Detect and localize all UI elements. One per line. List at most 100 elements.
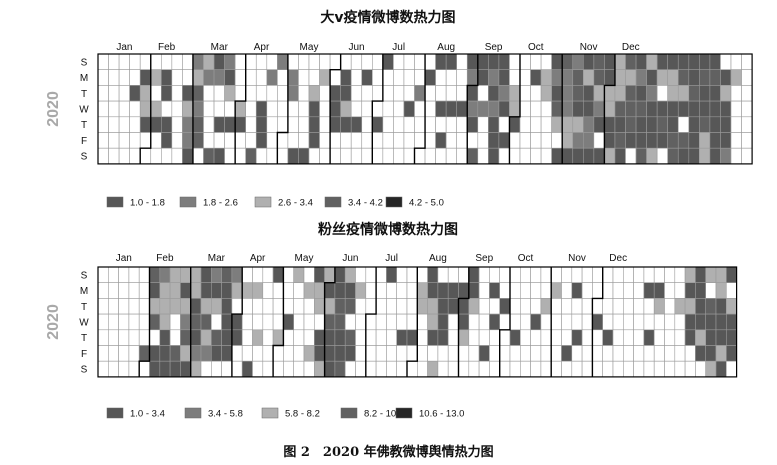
heatmap-cell (287, 85, 299, 102)
heatmap-cell (664, 345, 676, 362)
heatmap-cell (386, 329, 397, 346)
heatmap-cell (211, 329, 222, 346)
heatmap-cell (499, 282, 511, 299)
heatmap-cell (308, 100, 320, 118)
heatmap-cell (118, 53, 130, 70)
heatmap-cell (414, 53, 426, 70)
heatmap-cell (695, 329, 707, 346)
year-label: 2020 (45, 304, 62, 340)
heatmap-cell (406, 313, 418, 331)
heatmap-cell (435, 132, 447, 149)
heatmap-cell (203, 69, 215, 86)
heatmap-cell (224, 85, 236, 102)
heatmap-cell (424, 85, 436, 102)
heatmap-cell (730, 132, 742, 149)
heatmap-cell (213, 69, 225, 86)
legend-swatch (179, 196, 197, 208)
heatmap-cell (344, 345, 356, 362)
heatmap-cell (118, 266, 130, 283)
heatmap-cell (182, 53, 194, 70)
heatmap-cell (445, 69, 457, 86)
heatmap-cell (350, 116, 363, 133)
heatmap-cell (612, 360, 624, 378)
heatmap-cell (498, 85, 510, 102)
heatmap-cell (200, 345, 212, 362)
heatmap-cell (709, 147, 721, 165)
heatmap-cell (293, 329, 305, 346)
heatmap-cell (688, 132, 700, 149)
heatmap-cell (213, 85, 225, 102)
heatmap-cell (530, 298, 542, 315)
heatmap-cell (489, 282, 500, 299)
heatmap-cell (633, 313, 645, 331)
heatmap-cell (298, 85, 310, 102)
heatmap-cell (190, 313, 202, 331)
heatmap-cell (540, 147, 552, 165)
heatmap-cell (705, 329, 717, 346)
heatmap-cell (365, 345, 377, 362)
heatmap-cell (656, 147, 669, 165)
heatmap-cell (477, 116, 489, 133)
heatmap-cell (108, 100, 120, 118)
heatmap-cell (540, 69, 552, 86)
heatmap-cell (456, 100, 468, 118)
heatmap-cell (684, 282, 696, 299)
heatmap-cell (169, 282, 181, 299)
heatmap-cell (298, 100, 310, 118)
heatmap-cell (646, 69, 658, 86)
heatmap-cell (171, 69, 183, 86)
heatmap-cell (361, 132, 373, 149)
heatmap-cell (150, 69, 162, 86)
month-boundary (466, 54, 479, 164)
heatmap-cell (393, 132, 405, 149)
heatmap-cell (283, 298, 294, 315)
heatmap-cell (664, 360, 676, 378)
heatmap-cell (477, 132, 489, 149)
heatmap-cell (720, 132, 732, 149)
heatmap-cell (592, 298, 604, 315)
heatmap-cell (313, 329, 325, 346)
heatmap-cell (283, 313, 294, 331)
month-label: Mar (208, 253, 226, 264)
month-label: Feb (156, 253, 174, 264)
month-label: Jan (116, 42, 132, 53)
heatmap-cell (272, 329, 284, 346)
heatmap-cell (375, 266, 387, 283)
legend-label: 3.4 - 5.8 (208, 409, 243, 420)
heatmap-cell (371, 69, 384, 86)
heatmap-cell (241, 298, 253, 315)
heatmap-cell (171, 85, 183, 102)
heatmap-cell (592, 360, 604, 378)
heatmap-cell (582, 116, 595, 133)
heatmap-cell (382, 53, 394, 70)
heatmap-cell (277, 100, 289, 118)
heatmap-cell (245, 116, 257, 133)
heatmap-cell (298, 147, 310, 165)
heatmap-cell (159, 266, 171, 283)
heatmap-cell (509, 100, 521, 118)
heatmap-cell (169, 329, 181, 346)
heatmap-cell (424, 116, 436, 133)
heatmap-cell (478, 266, 490, 283)
heatmap-cell (741, 100, 753, 118)
heatmap-cell (581, 360, 593, 378)
heatmap-cell (540, 329, 552, 346)
heatmap-cell (386, 266, 397, 283)
heatmap-cell (340, 69, 352, 86)
heatmap-cell (277, 53, 289, 70)
heatmap-cell (604, 53, 616, 70)
heatmap-cell (324, 298, 336, 315)
heatmap-cell (221, 329, 233, 346)
heatmap-cell (308, 147, 320, 165)
heatmap-cell (361, 147, 373, 165)
heatmap-cell (582, 100, 595, 118)
heatmap-cell (192, 147, 204, 165)
heatmap-cell (614, 132, 626, 149)
heatmap-cell (581, 266, 593, 283)
heatmap-cell (308, 53, 320, 70)
heatmap-cell (519, 100, 531, 118)
heatmap-cell (466, 53, 479, 70)
heatmap-cell (720, 85, 732, 102)
heatmap-cell (161, 147, 173, 165)
heatmap-cell (159, 345, 171, 362)
